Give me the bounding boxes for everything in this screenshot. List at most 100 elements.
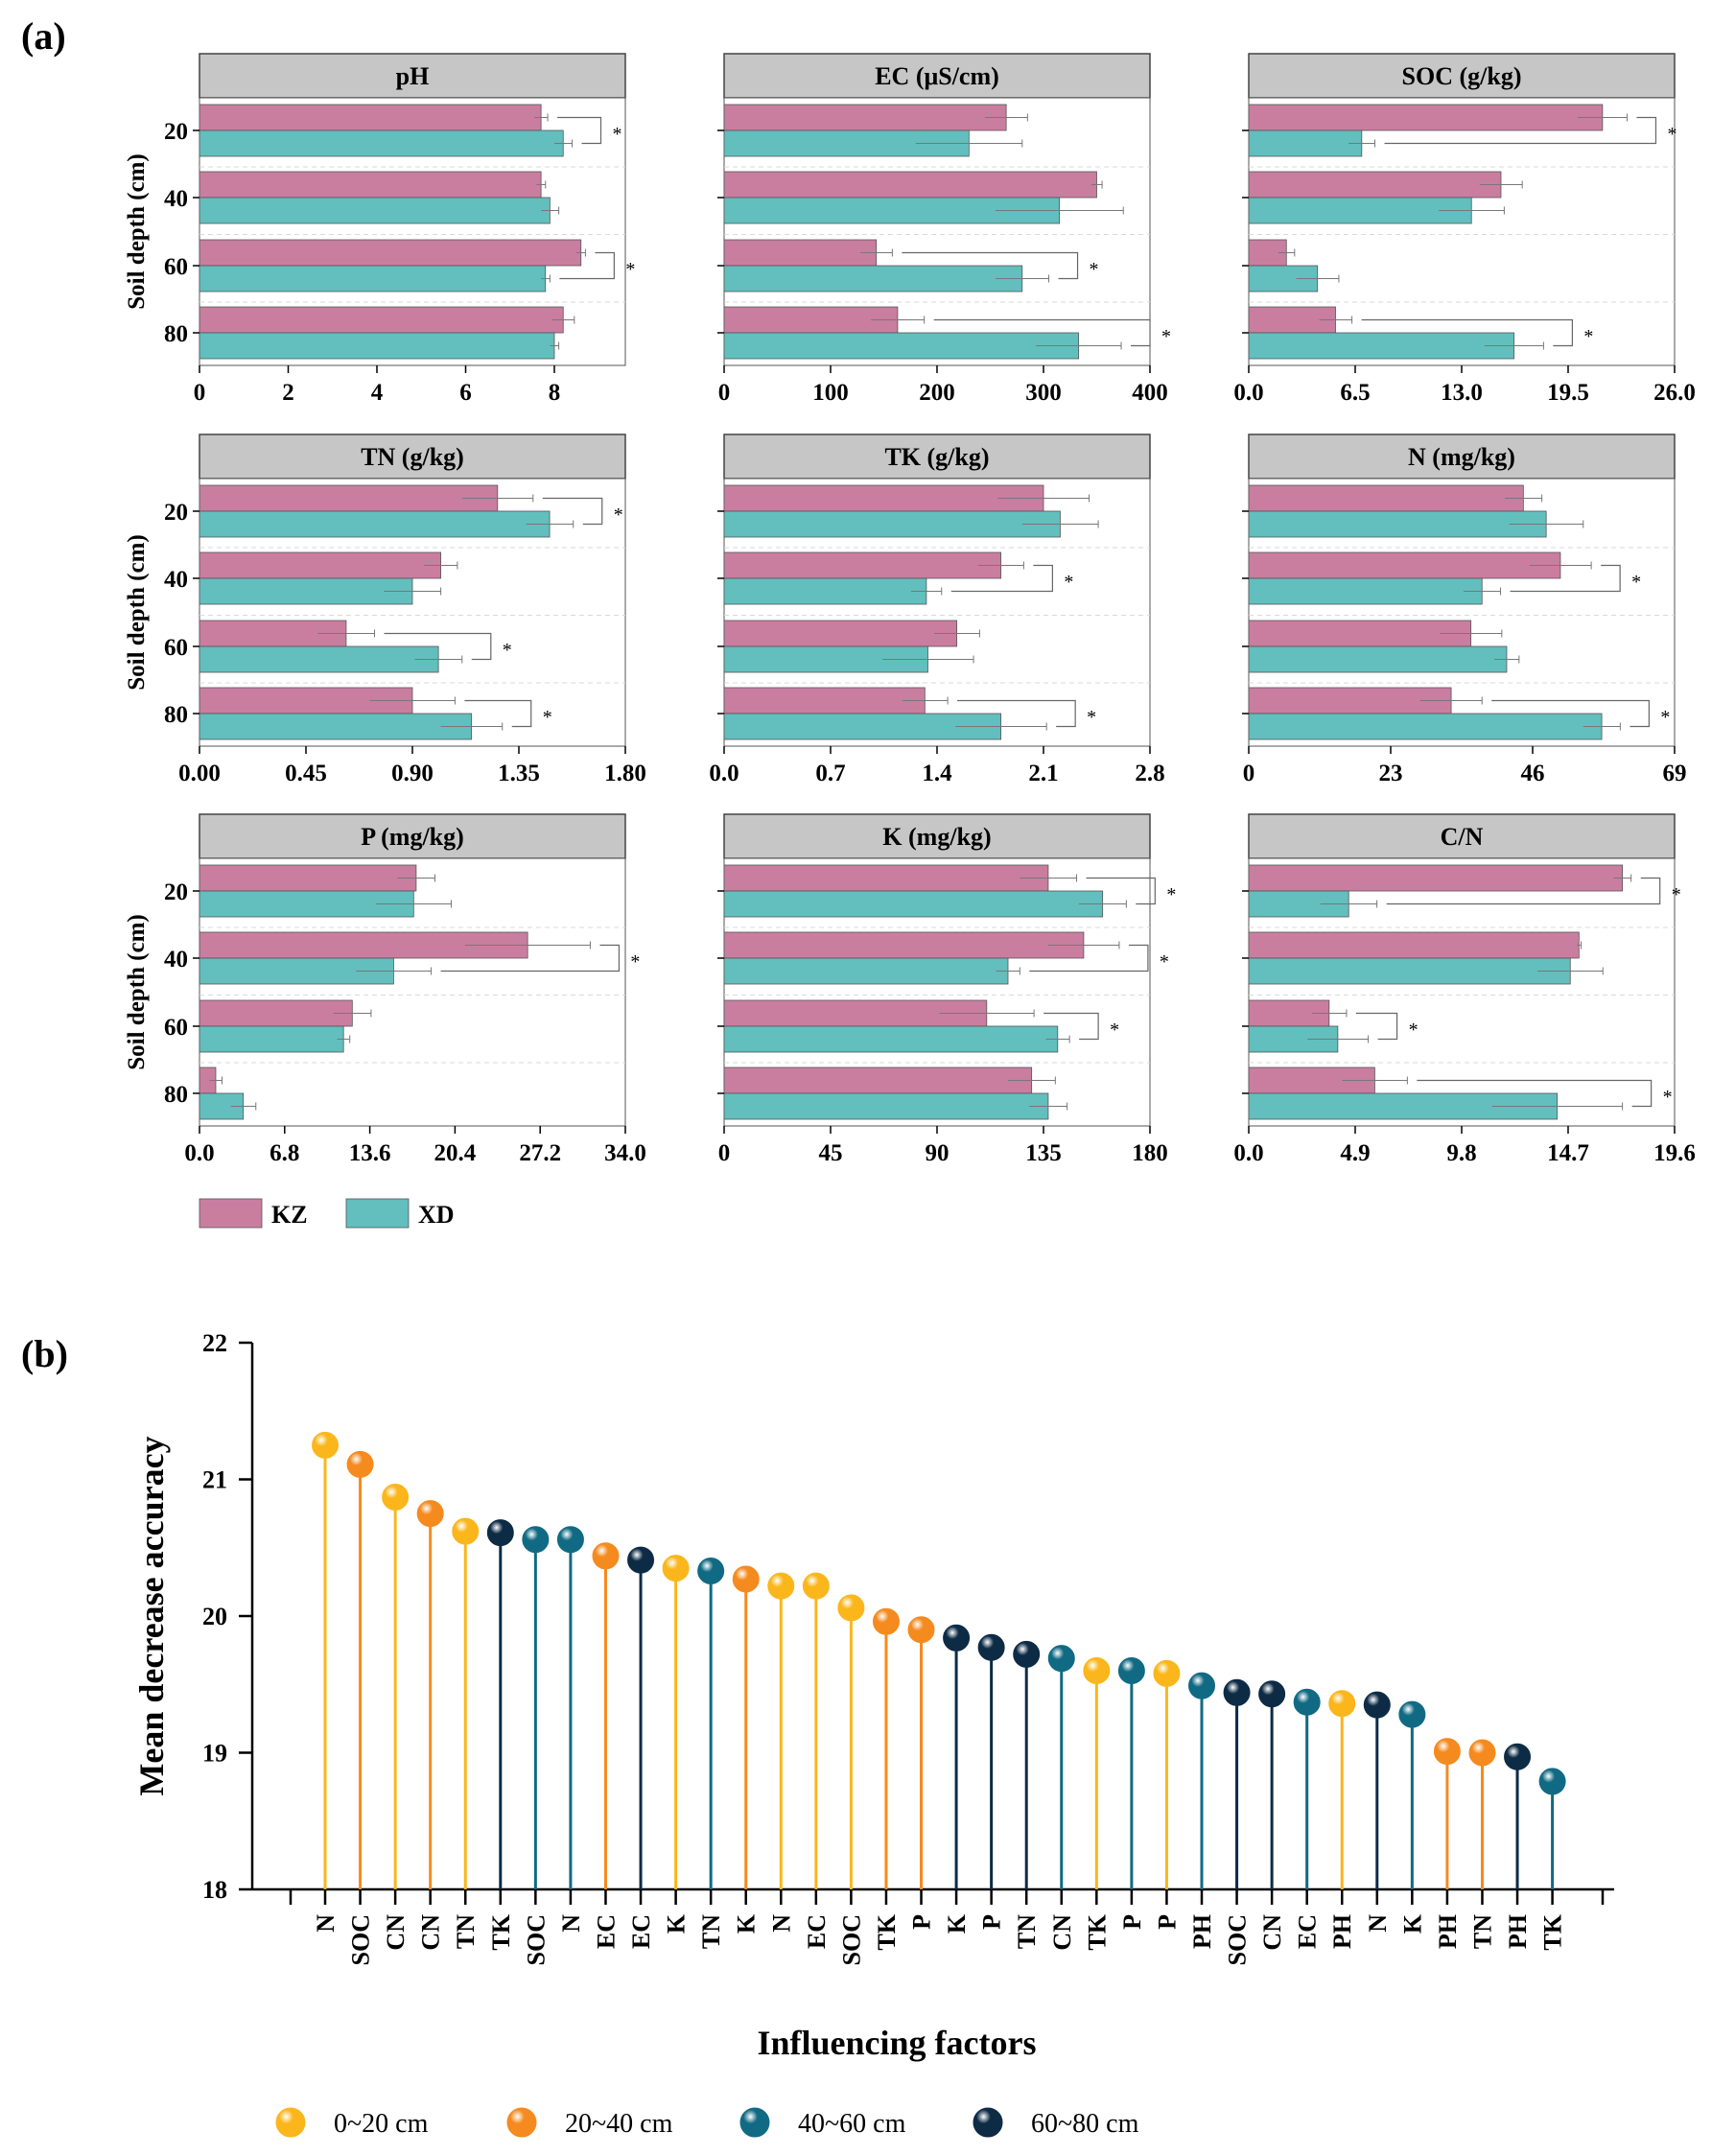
facet-title: C/N bbox=[1441, 823, 1484, 851]
x-tick-label-8: EC bbox=[592, 1914, 620, 1949]
panel-label-b: (b) bbox=[21, 1332, 68, 1375]
significance-star-40: * bbox=[1631, 572, 1641, 593]
x-tick-label: 8 bbox=[549, 380, 561, 406]
bar-xd-60 bbox=[199, 265, 547, 293]
bar-kz-80 bbox=[1248, 687, 1452, 715]
bar-xd-20 bbox=[1248, 129, 1363, 157]
y-tick-label-60: 60 bbox=[164, 1015, 188, 1041]
facet-ph: pH * 20 40 * 60 80 0 2 4 6 8 Soil depth (cm) bbox=[124, 53, 635, 406]
point-tn-11 bbox=[697, 1557, 725, 1584]
legend-marker-40-60-cm bbox=[739, 2107, 770, 2138]
bar-kz-40 bbox=[723, 551, 1002, 579]
facet-title: K (mg/kg) bbox=[882, 823, 991, 851]
legend-a: KZ XD bbox=[199, 1198, 455, 1229]
legend-marker-0-20-cm bbox=[275, 2107, 306, 2138]
x-tick-label: 19.5 bbox=[1547, 380, 1589, 406]
y-axis-title: Soil depth (cm) bbox=[124, 153, 150, 310]
point-tn-33 bbox=[1468, 1739, 1496, 1767]
bar-kz-40 bbox=[723, 171, 1097, 199]
x-tick-label: 2 bbox=[282, 380, 294, 406]
x-tick-label: 0.7 bbox=[815, 761, 845, 786]
y-tick-label-20: 20 bbox=[164, 119, 188, 145]
point-soc-26 bbox=[1223, 1678, 1251, 1706]
x-tick-label-11: TN bbox=[697, 1914, 725, 1949]
facet-header bbox=[199, 813, 626, 859]
significance-star-80: * bbox=[1660, 707, 1670, 728]
bar-xd-20 bbox=[199, 129, 564, 157]
facet-title: TK (g/kg) bbox=[884, 443, 989, 471]
bar-kz-20 bbox=[199, 484, 499, 512]
x-tick-label-22: TK bbox=[1083, 1913, 1111, 1950]
y-tick-label-40: 40 bbox=[164, 567, 188, 593]
legend-label-kz: KZ bbox=[271, 1201, 308, 1229]
significance-star-20: * bbox=[1672, 884, 1681, 905]
x-tick-label: 69 bbox=[1663, 761, 1687, 786]
x-tick-label: 0.0 bbox=[1233, 1140, 1263, 1166]
legend-label-xd: XD bbox=[418, 1201, 455, 1229]
x-tick-label: 6.5 bbox=[1340, 380, 1370, 406]
bar-kz-80 bbox=[1248, 1066, 1375, 1094]
y-tick-label-20: 20 bbox=[164, 500, 188, 526]
bar-kz-40 bbox=[1248, 171, 1502, 199]
legend-label-40-60-cm: 40~60 cm bbox=[798, 2109, 906, 2139]
significance-bracket-80 bbox=[464, 699, 532, 728]
y-tick-label-40: 40 bbox=[164, 947, 188, 973]
x-tick-label: 1.35 bbox=[498, 761, 540, 786]
panel-label-a: (a) bbox=[21, 14, 66, 58]
x-tick-label-14: EC bbox=[803, 1914, 831, 1949]
bar-kz-40 bbox=[723, 931, 1085, 959]
legend-label-0-20-cm: 0~20 cm bbox=[334, 2109, 429, 2139]
significance-bracket-60 bbox=[1355, 1012, 1398, 1041]
bar-kz-40 bbox=[1248, 551, 1561, 579]
x-tick-label-23: P bbox=[1118, 1914, 1146, 1930]
significance-star-20: * bbox=[1166, 884, 1176, 905]
bar-kz-60 bbox=[199, 999, 353, 1027]
bar-kz-40 bbox=[1248, 931, 1580, 959]
bar-kz-60 bbox=[199, 239, 582, 267]
significance-star-80: * bbox=[1087, 707, 1096, 728]
point-cn-2 bbox=[382, 1484, 410, 1512]
legend-label-20-40-cm: 20~40 cm bbox=[565, 2109, 673, 2139]
significance-bracket-80 bbox=[957, 699, 1076, 728]
facet-k-mg-kg: K (mg/kg) * * * 0 45 90 135 180 bbox=[717, 813, 1176, 1166]
x-tick-label-16: TK bbox=[873, 1913, 901, 1950]
x-tick-label-31: K bbox=[1398, 1913, 1426, 1933]
x-tick-label-12: K bbox=[733, 1913, 761, 1933]
point-cn-21 bbox=[1047, 1645, 1075, 1673]
y-axis-title: Soil depth (cm) bbox=[124, 534, 150, 691]
x-tick-label-3: CN bbox=[417, 1914, 445, 1951]
x-tick-label-7: N bbox=[557, 1914, 585, 1933]
point-n-0 bbox=[312, 1431, 339, 1459]
y-tick-label-80: 80 bbox=[164, 321, 188, 347]
y-tick-label: 22 bbox=[202, 1329, 227, 1357]
facet-soc-g-kg: SOC (g/kg) * * 0.0 6.5 13.0 19.5 26.0 bbox=[1233, 53, 1696, 406]
point-p-17 bbox=[907, 1616, 935, 1644]
point-soc-6 bbox=[522, 1526, 550, 1554]
x-tick-label: 13.6 bbox=[349, 1140, 391, 1166]
x-tick-label-13: N bbox=[767, 1914, 795, 1933]
x-tick-label: 23 bbox=[1379, 761, 1403, 786]
y-tick-label: 19 bbox=[202, 1740, 227, 1768]
significance-bracket-20 bbox=[542, 497, 603, 526]
bar-xd-60 bbox=[199, 1025, 344, 1053]
bar-xd-60 bbox=[199, 645, 439, 673]
facet-header bbox=[723, 434, 1151, 480]
bar-xd-40 bbox=[1248, 197, 1472, 224]
bar-kz-20 bbox=[1248, 104, 1604, 131]
significance-bracket-40 bbox=[950, 564, 1053, 593]
point-ec-8 bbox=[592, 1542, 620, 1570]
significance-star-60: * bbox=[503, 640, 512, 661]
facet-header bbox=[723, 53, 1151, 99]
bar-xd-40 bbox=[723, 577, 927, 605]
x-tick-label-34: PH bbox=[1504, 1914, 1532, 1949]
x-tick-label-26: SOC bbox=[1224, 1914, 1252, 1965]
significance-star-20: * bbox=[614, 504, 623, 526]
facet-tk-g-kg: TK (g/kg) * * 0.0 0.7 1.4 2.1 2.8 bbox=[709, 434, 1165, 786]
facet-header bbox=[1248, 53, 1676, 99]
significance-bracket-80 bbox=[1417, 1079, 1653, 1108]
x-tick-label: 4 bbox=[371, 380, 384, 406]
facet-c-n: C/N * * * 0.0 4.9 9.8 14.7 19.6 bbox=[1233, 813, 1696, 1166]
point-p-23 bbox=[1117, 1657, 1145, 1684]
x-tick-label-30: N bbox=[1364, 1914, 1392, 1933]
x-tick-label: 0 bbox=[718, 380, 731, 406]
